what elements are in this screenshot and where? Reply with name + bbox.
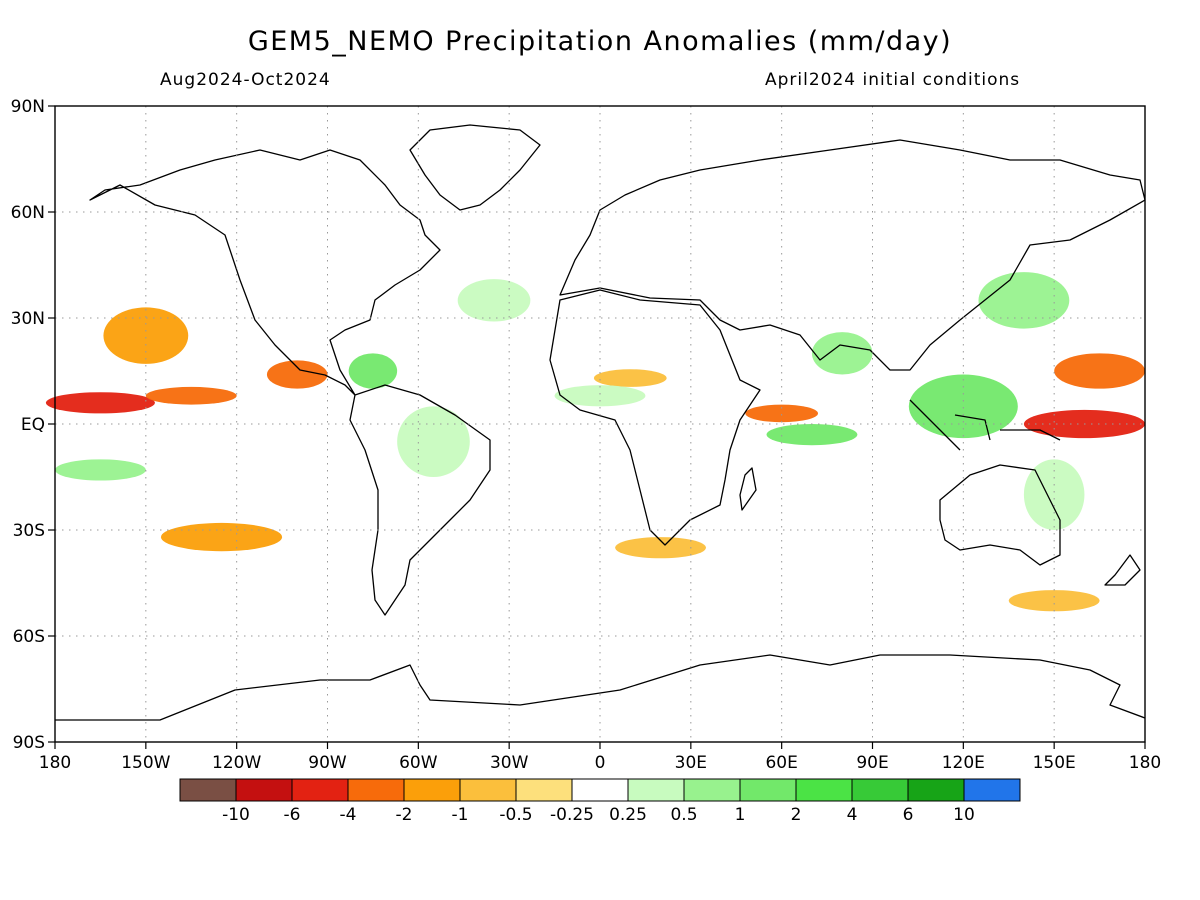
colorbar-swatch: [795, 778, 853, 802]
colorbar-swatch: [403, 778, 461, 802]
lon-tick-label: 60W: [399, 753, 438, 773]
anomaly-region: [45, 392, 155, 414]
anomaly-region: [103, 307, 189, 364]
anomaly-region: [54, 459, 146, 481]
lon-tick-label: 90E: [856, 753, 888, 773]
anomaly-region: [908, 374, 1018, 439]
lon-tick-label: 180: [1129, 753, 1161, 773]
coastline-south-america: [349, 384, 491, 616]
lon-tick-label: 120E: [942, 753, 985, 773]
coastline-antarctica: [55, 654, 1146, 721]
lon-tick-label: 60E: [765, 753, 797, 773]
anomaly-region: [145, 386, 237, 405]
anomaly-region: [266, 360, 328, 389]
coastline-eurasia: [559, 139, 1146, 371]
colorbar-label: 6: [903, 805, 914, 825]
colorbar-swatch: [739, 778, 797, 802]
coastline-africa: [549, 289, 761, 546]
lon-tick-label: 150E: [1033, 753, 1076, 773]
anomaly-region: [615, 537, 706, 559]
coastline-madagascar: [739, 467, 757, 511]
anomaly-region: [176, 583, 298, 619]
colorbar-label: -6: [284, 805, 301, 825]
lon-tick-label: 30W: [490, 753, 529, 773]
lon-tick-label: 30E: [675, 753, 707, 773]
lon-tick-label: 150W: [121, 753, 170, 773]
colorbar-swatch: [179, 778, 237, 802]
colorbar: -10 -6 -4 -2 -1 -0.5 -0.25 0.25 0.5 1 2 4 6 10: [179, 778, 1021, 825]
colorbar-swatch: [683, 778, 741, 802]
axis-ticks: [48, 105, 1146, 749]
colorbar-label: -1: [452, 805, 469, 825]
anomaly-region: [160, 522, 283, 552]
anomaly-region: [745, 404, 819, 423]
colorbar-swatch: [907, 778, 965, 802]
coastline-new-zealand: [1104, 554, 1141, 586]
coastline-greenland: [409, 124, 541, 211]
colorbar-swatch: [571, 778, 629, 802]
colorbar-swatch: [963, 778, 1021, 802]
coastline-indonesia: [909, 399, 1061, 451]
lon-tick-label: 120W: [212, 753, 261, 773]
graticule: [55, 106, 1145, 742]
anomaly-region: [397, 406, 470, 477]
anomaly-region: [457, 279, 531, 322]
anomaly-region: [811, 332, 873, 375]
colorbar-swatch: [515, 778, 573, 802]
anomaly-region: [766, 424, 858, 446]
colorbar-label: 2: [791, 805, 802, 825]
coastline-australia: [939, 464, 1061, 566]
lat-tick-label: 60N: [11, 203, 45, 223]
initial-conditions: April2024 initial conditions: [765, 70, 1021, 90]
colorbar-label: 10: [953, 805, 975, 825]
lon-tick-label: 90W: [308, 753, 347, 773]
lat-tick-label: 60S: [13, 627, 45, 647]
anomaly-region: [1054, 353, 1146, 389]
lon-tick-label: 180: [39, 753, 71, 773]
colorbar-label: 0.5: [670, 805, 697, 825]
anomaly-region: [1008, 590, 1100, 612]
colorbar-label: -0.25: [550, 805, 594, 825]
coastline-north-america: [89, 149, 441, 396]
anomaly-region: [978, 272, 1070, 329]
lat-tick-label: 90N: [11, 97, 45, 117]
colorbar-swatch: [851, 778, 909, 802]
lat-tick-label: 90S: [13, 733, 45, 753]
colorbar-swatch: [627, 778, 685, 802]
lat-tick-label: EQ: [21, 415, 45, 435]
anomaly-field-layer: [45, 272, 1146, 619]
anomaly-region: [554, 385, 646, 407]
colorbar-swatch: [235, 778, 293, 802]
colorbar-label: -10: [222, 805, 250, 825]
colorbar-label: -2: [396, 805, 413, 825]
colorbar-label: 1: [735, 805, 746, 825]
map-title: GEM5_NEMO Precipitation Anomalies (mm/da…: [247, 26, 953, 57]
colorbar-label: -0.5: [499, 805, 532, 825]
colorbar-swatch: [347, 778, 405, 802]
coastlines: [55, 124, 1146, 721]
lon-tick-label: 0: [595, 753, 606, 773]
colorbar-label: 0.25: [609, 805, 647, 825]
forecast-period: Aug2024-Oct2024: [160, 70, 331, 90]
colorbar-swatch: [291, 778, 349, 802]
colorbar-label: 4: [847, 805, 858, 825]
anomaly-region: [348, 353, 398, 389]
lat-tick-label: 30N: [11, 309, 45, 329]
colorbar-swatch: [459, 778, 517, 802]
lat-tick-label: 30S: [13, 521, 45, 541]
colorbar-label: -4: [340, 805, 357, 825]
anomaly-region: [593, 369, 667, 387]
